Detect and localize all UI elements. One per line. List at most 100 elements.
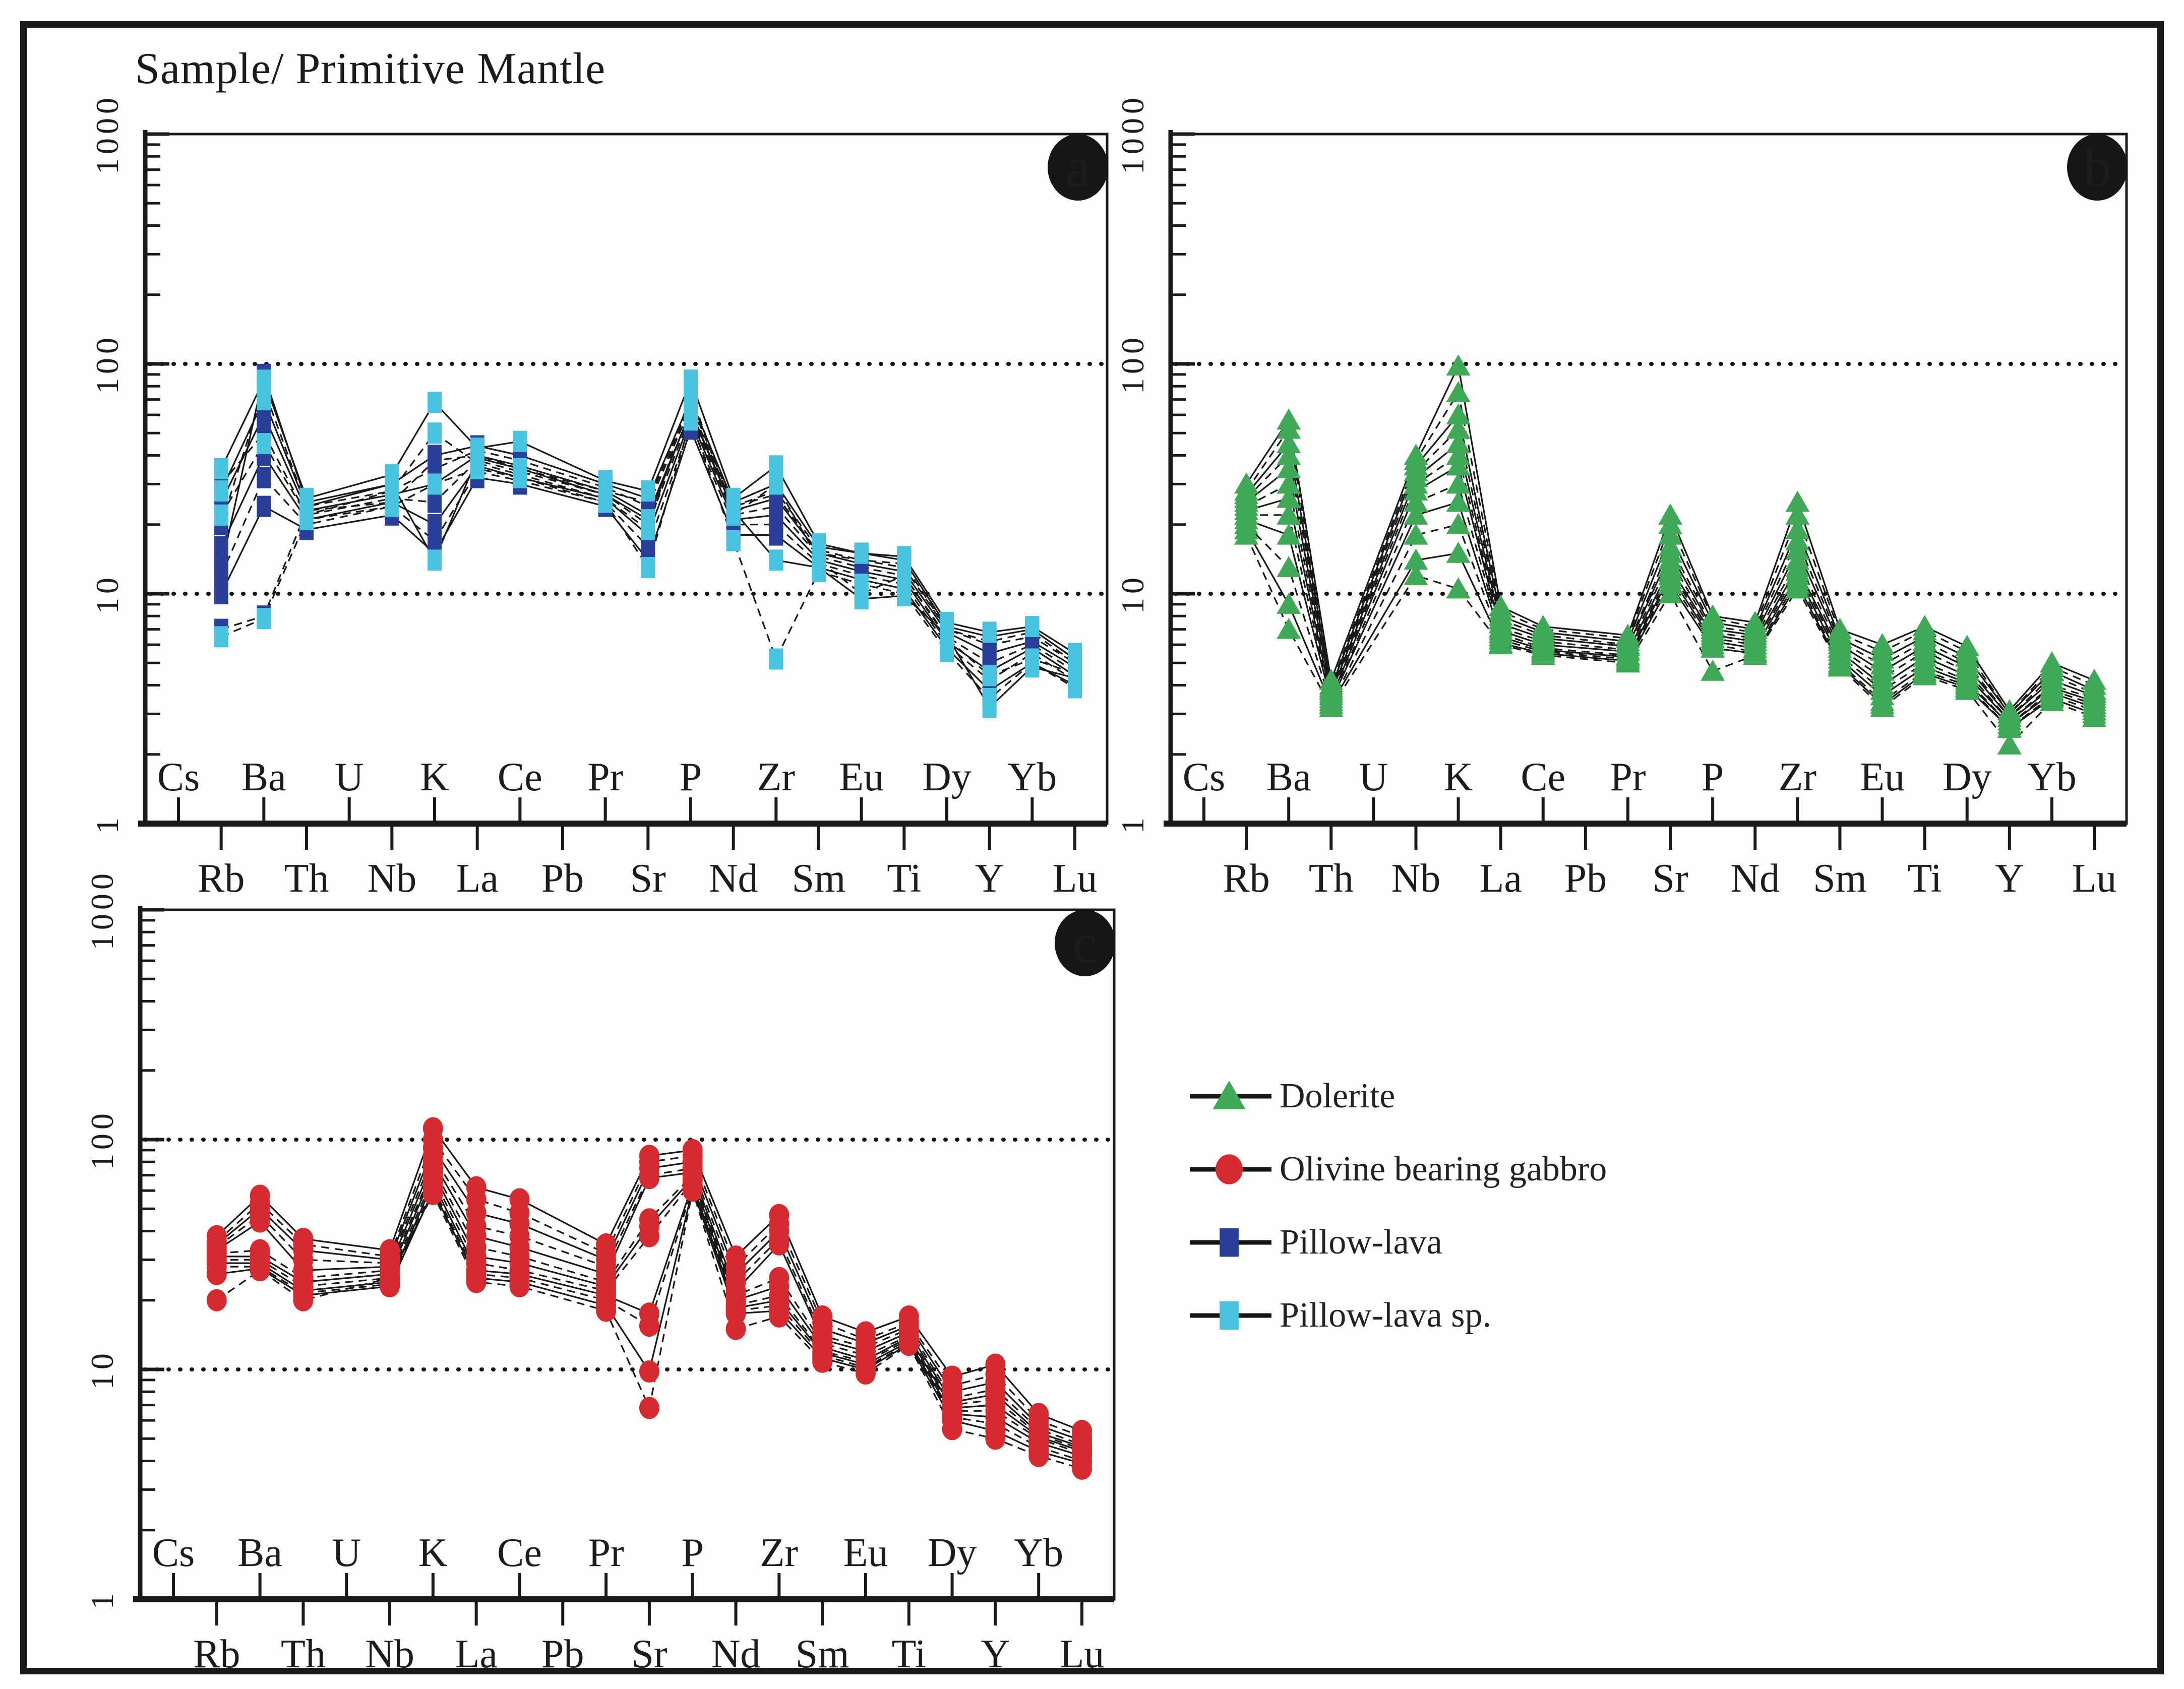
x-label-Pr: Pr <box>1610 755 1646 799</box>
x-label-Lu: Lu <box>1053 856 1098 901</box>
panel-badge-c: c <box>1055 910 1115 976</box>
y-tick-label: 1000 <box>84 869 120 950</box>
legend-item-1: Olivine bearing gabbro <box>1186 1139 1607 1200</box>
x-label-Y: Y <box>1995 856 2024 901</box>
x-label-Pb: Pb <box>541 1632 584 1676</box>
panel-badge-label: c <box>1072 912 1098 975</box>
x-label-Th: Th <box>1309 856 1354 901</box>
x-label-Ti: Ti <box>887 856 921 901</box>
y-tick-label: 100 <box>89 334 125 394</box>
x-label-Dy: Dy <box>922 755 972 799</box>
y-axis-title: Sample/ Primitive Mantle <box>135 44 606 93</box>
x-label-Ti: Ti <box>892 1632 926 1676</box>
x-label-Yb: Yb <box>1014 1531 1063 1575</box>
x-label-Eu: Eu <box>843 1531 888 1575</box>
legend-item-3: Pillow-lava sp. <box>1186 1285 1491 1346</box>
x-label-Sr: Sr <box>631 1632 667 1676</box>
x-label-K: K <box>418 1531 448 1575</box>
x-label-Ba: Ba <box>1266 755 1311 799</box>
x-label-U: U <box>1359 755 1388 799</box>
panel-b: 1 10 100 1000 Cs Rb Ba Th U Nb K La Ce Pb Pr Sr P Nd Zr Sm E… <box>1115 94 2128 901</box>
y-tick-label: 1 <box>1115 814 1150 834</box>
x-label-Nb: Nb <box>1391 856 1441 901</box>
x-label-P: P <box>680 755 702 799</box>
x-label-Sm: Sm <box>1813 856 1867 901</box>
x-label-Yb: Yb <box>2027 755 2077 799</box>
panel-a: 1 10 100 1000 Cs Rb Ba Th U Nb K La Ce Pb Pr Sr P Nd Zr Sm E… <box>89 94 1109 901</box>
x-label-Ba: Ba <box>237 1531 282 1575</box>
x-label-Rb: Rb <box>193 1632 240 1676</box>
x-label-P: P <box>681 1531 704 1575</box>
x-label-Lu: Lu <box>1060 1632 1105 1676</box>
x-label-Nb: Nb <box>367 856 416 901</box>
legend-item-2: Pillow-lava <box>1186 1212 1442 1273</box>
x-label-Y: Y <box>981 1632 1010 1676</box>
x-label-Ba: Ba <box>241 755 286 799</box>
x-label-Th: Th <box>284 856 329 901</box>
y-tick-label: 100 <box>84 1109 120 1170</box>
y-tick-label: 1 <box>89 814 125 834</box>
y-tick-label: 100 <box>1115 334 1150 394</box>
legend-label: Dolerite <box>1280 1077 1396 1115</box>
x-label-K: K <box>420 755 449 799</box>
panel-badge-label: a <box>1065 137 1090 199</box>
x-label-Sr: Sr <box>1652 856 1688 901</box>
x-label-Nb: Nb <box>365 1632 414 1676</box>
x-label-La: La <box>455 1632 497 1676</box>
x-label-Pb: Pb <box>1564 856 1607 901</box>
x-label-Yb: Yb <box>1007 755 1057 799</box>
panel-badge-b: b <box>2067 134 2128 201</box>
x-label-Nd: Nd <box>711 1632 761 1676</box>
x-label-Th: Th <box>281 1632 326 1676</box>
x-label-Ce: Ce <box>497 1531 542 1575</box>
x-label-Eu: Eu <box>839 755 884 799</box>
x-label-Zr: Zr <box>757 755 796 799</box>
x-label-Pr: Pr <box>588 1531 624 1575</box>
x-label-Cs: Cs <box>1183 755 1226 799</box>
x-label-La: La <box>456 856 498 901</box>
x-label-Dy: Dy <box>1943 755 1992 799</box>
x-label-Sm: Sm <box>792 856 846 901</box>
x-label-Cs: Cs <box>152 1531 195 1575</box>
square-marker-icon <box>1190 1301 1271 1330</box>
x-label-Dy: Dy <box>928 1531 977 1575</box>
y-tick-label: 1000 <box>1115 94 1150 174</box>
legend-label: Pillow-lava <box>1280 1223 1442 1262</box>
x-label-U: U <box>335 755 364 799</box>
legend-label: Olivine bearing gabbro <box>1280 1150 1607 1188</box>
x-label-K: K <box>1444 755 1473 799</box>
legend-label: Pillow-lava sp. <box>1280 1296 1491 1335</box>
x-label-Rb: Rb <box>198 856 245 901</box>
x-label-Pb: Pb <box>541 856 584 901</box>
circle-marker-icon <box>1190 1154 1271 1184</box>
y-tick-label: 10 <box>89 574 125 614</box>
x-label-Eu: Eu <box>1860 755 1905 799</box>
x-label-Cs: Cs <box>157 755 200 799</box>
panel-badge-a: a <box>1048 134 1108 201</box>
panel-badge-label: b <box>2083 137 2111 199</box>
x-label-Sm: Sm <box>796 1632 850 1676</box>
x-label-Sr: Sr <box>630 856 666 901</box>
x-label-Zr: Zr <box>760 1531 799 1575</box>
square-marker-icon <box>1190 1228 1271 1257</box>
x-label-Ce: Ce <box>1521 755 1565 799</box>
x-label-Rb: Rb <box>1223 856 1269 901</box>
x-label-U: U <box>332 1531 361 1575</box>
y-tick-label: 10 <box>84 1349 120 1390</box>
triangle-marker-icon <box>1190 1080 1271 1109</box>
panel-c: 1 10 100 1000 Cs Rb Ba Th U Nb K La Ce Pb Pr Sr P Nd Zr Sm E… <box>84 869 1116 1676</box>
y-tick-label: 1 <box>84 1589 120 1609</box>
x-label-Zr: Zr <box>1779 755 1817 799</box>
x-label-Pr: Pr <box>587 755 623 799</box>
legend-item-0: Dolerite <box>1186 1066 1395 1127</box>
x-label-Lu: Lu <box>2072 856 2117 901</box>
x-label-Nd: Nd <box>1730 856 1780 901</box>
x-label-P: P <box>1702 755 1724 799</box>
y-tick-label: 1000 <box>89 94 125 174</box>
x-label-Ti: Ti <box>1907 856 1942 901</box>
x-label-Ce: Ce <box>498 755 542 799</box>
x-label-Nd: Nd <box>709 856 758 901</box>
x-label-Y: Y <box>975 856 1004 901</box>
